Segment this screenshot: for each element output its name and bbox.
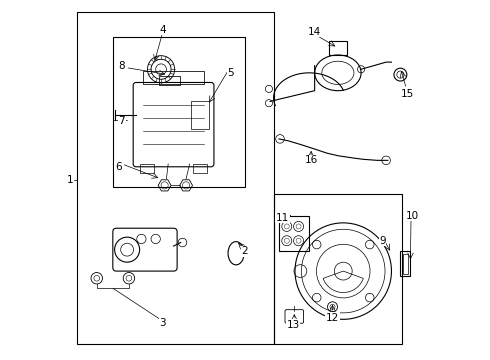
Text: 4: 4 [160,25,166,35]
Text: 8: 8 [119,61,125,71]
Bar [329,41,347,55]
Bar [159,76,180,85]
Text: 11: 11 [276,212,289,222]
Bar [403,254,408,274]
Bar [192,101,209,129]
Text: 7: 7 [119,116,125,126]
Bar [113,37,245,187]
Bar [279,216,309,251]
Text: 5: 5 [227,68,234,78]
Bar [77,12,273,344]
Bar [140,164,154,173]
Text: 15: 15 [401,89,414,99]
Bar [273,194,402,344]
Text: 6: 6 [115,162,122,172]
Text: 12: 12 [326,312,339,323]
Text: 16: 16 [304,156,318,165]
Text: 3: 3 [160,318,166,328]
Text: 13: 13 [287,320,300,330]
Bar [193,164,207,173]
Text: 14: 14 [308,27,321,37]
Text: 9: 9 [379,236,386,246]
Text: 10: 10 [406,211,419,221]
Text: 2: 2 [242,247,248,256]
Bar [143,71,204,84]
Text: 1: 1 [67,175,74,185]
